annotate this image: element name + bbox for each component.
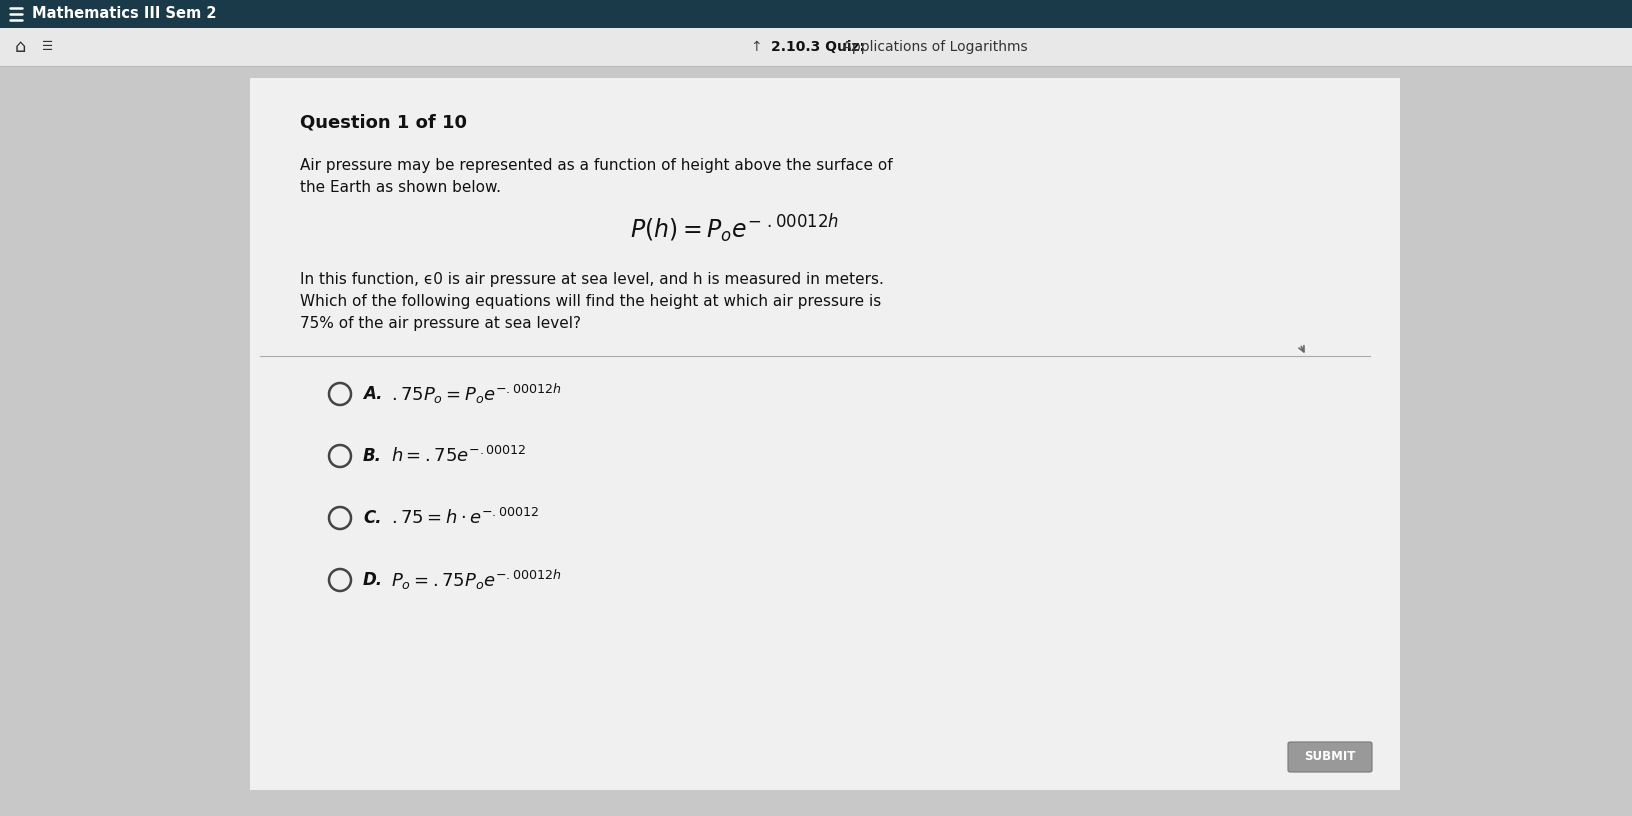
Text: Which of the following equations will find the height at which air pressure is: Which of the following equations will fi… bbox=[300, 294, 881, 309]
Text: B.: B. bbox=[362, 447, 382, 465]
FancyBboxPatch shape bbox=[1288, 742, 1373, 772]
Text: $.75 = h \cdot e^{-.00012}$: $.75 = h \cdot e^{-.00012}$ bbox=[392, 508, 539, 528]
Text: D.: D. bbox=[362, 571, 384, 589]
Text: $P_o = .75P_oe^{-.00012h}$: $P_o = .75P_oe^{-.00012h}$ bbox=[392, 568, 561, 592]
Text: 2.10.3 Quiz:: 2.10.3 Quiz: bbox=[770, 40, 865, 54]
Text: 75% of the air pressure at sea level?: 75% of the air pressure at sea level? bbox=[300, 316, 581, 331]
Bar bbox=[250, 78, 1400, 790]
Text: C.: C. bbox=[362, 509, 382, 527]
Text: Mathematics III Sem 2: Mathematics III Sem 2 bbox=[33, 7, 217, 21]
Text: ☰: ☰ bbox=[42, 41, 54, 54]
Bar bbox=[0, 28, 1632, 66]
Text: In this function, ϵ0 is air pressure at sea level, and h is measured in meters.: In this function, ϵ0 is air pressure at … bbox=[300, 272, 885, 287]
Text: SUBMIT: SUBMIT bbox=[1304, 751, 1356, 764]
Text: the Earth as shown below.: the Earth as shown below. bbox=[300, 180, 501, 195]
Text: Question 1 of 10: Question 1 of 10 bbox=[300, 113, 467, 131]
Text: $P(\mathit{h}) = P_o e^{-\ .00012h}$: $P(\mathit{h}) = P_o e^{-\ .00012h}$ bbox=[630, 212, 839, 245]
Text: ⌂: ⌂ bbox=[15, 38, 26, 56]
Text: ↑: ↑ bbox=[751, 40, 762, 54]
Text: Air pressure may be represented as a function of height above the surface of: Air pressure may be represented as a fun… bbox=[300, 158, 893, 173]
Text: $h = .75e^{-.00012}$: $h = .75e^{-.00012}$ bbox=[392, 446, 527, 466]
Text: A.: A. bbox=[362, 385, 382, 403]
Text: $.75P_o = P_oe^{-.00012h}$: $.75P_o = P_oe^{-.00012h}$ bbox=[392, 382, 561, 406]
Bar bbox=[0, 0, 1632, 28]
Text: Applications of Logarithms: Applications of Logarithms bbox=[837, 40, 1028, 54]
